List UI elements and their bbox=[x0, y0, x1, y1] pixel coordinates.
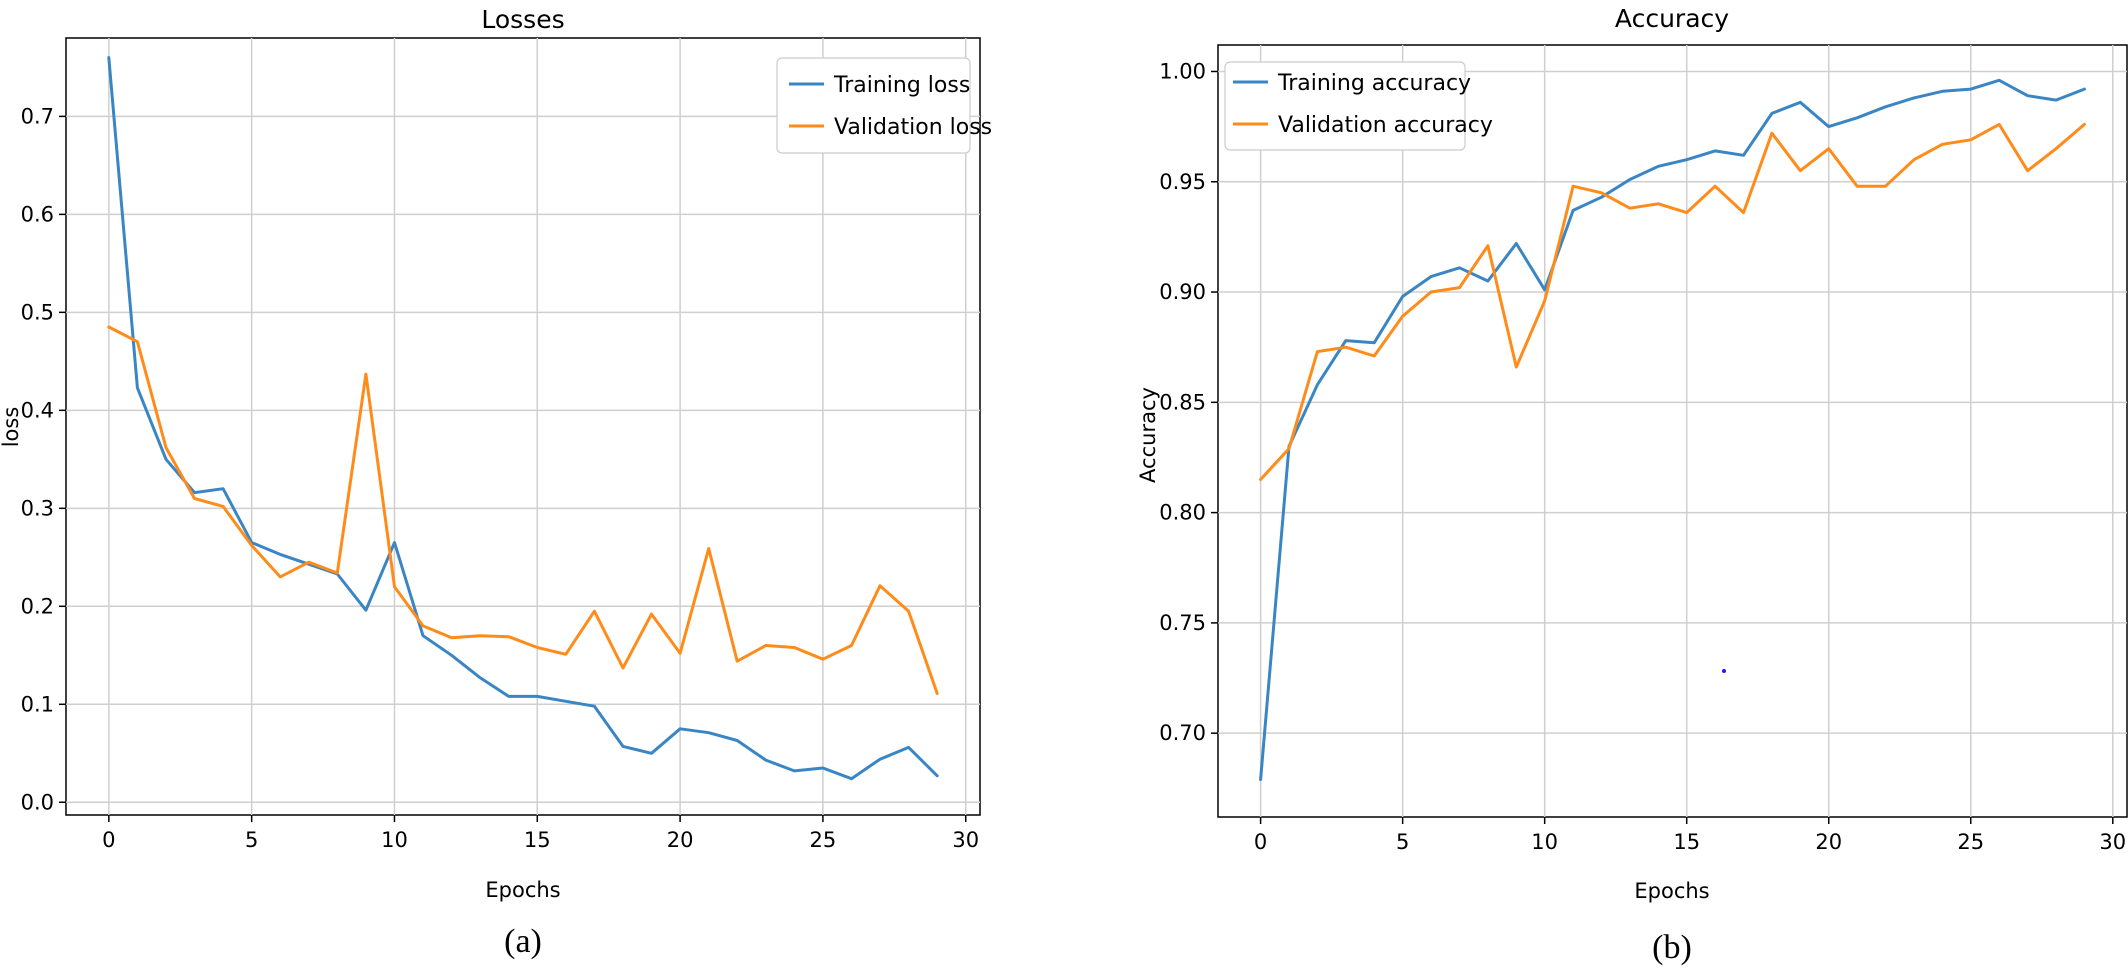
accuracy-x-tick-label: 25 bbox=[1957, 830, 1984, 854]
accuracy-plot-frame bbox=[1217, 44, 2128, 818]
losses-x-tick-label: 5 bbox=[245, 828, 258, 852]
losses-legend-box bbox=[776, 57, 971, 154]
losses-y-tick-label: 0.6 bbox=[21, 202, 54, 226]
losses-y-tick-label: 0.0 bbox=[21, 790, 54, 814]
losses-y-tick-label: 0.7 bbox=[21, 104, 54, 128]
accuracy-x-tick-label: 5 bbox=[1396, 830, 1409, 854]
accuracy-y-tick-label: 0.75 bbox=[1159, 611, 1206, 635]
accuracy-legend-box bbox=[1224, 61, 1466, 151]
legend-label-validation-accuracy: Validation accuracy bbox=[1278, 113, 1493, 138]
series-line-training-accuracy bbox=[1259, 78, 2086, 781]
losses-x-tick-label: 30 bbox=[952, 828, 979, 852]
accuracy-panel: 0 5 10 15 20 25 30 0.70 0.75 0.80 0.85 0.90 0.95 1.00… bbox=[1136, 4, 2128, 966]
accuracy-x-tick-label: 10 bbox=[1531, 830, 1558, 854]
stray-dot bbox=[1722, 669, 1726, 673]
losses-y-tick-label: 0.1 bbox=[21, 692, 54, 716]
losses-y-axis-label: loss bbox=[0, 407, 23, 448]
losses-x-axis-label: Epochs bbox=[485, 878, 560, 902]
losses-title: Losses bbox=[481, 5, 564, 34]
accuracy-title: Accuracy bbox=[1615, 4, 1729, 33]
losses-plot-frame bbox=[65, 37, 981, 816]
accuracy-x-axis-label: Epochs bbox=[1634, 879, 1709, 903]
series-line-training-loss bbox=[107, 56, 939, 781]
legend-label-validation-loss: Validation loss bbox=[834, 115, 992, 140]
losses-x-tick-label: 25 bbox=[810, 828, 837, 852]
losses-y-tick-label: 0.4 bbox=[21, 398, 54, 422]
accuracy-caption: (b) bbox=[1652, 929, 1692, 966]
accuracy-y-tick-label: 0.90 bbox=[1159, 280, 1206, 304]
accuracy-y-tick-label: 0.80 bbox=[1159, 501, 1206, 525]
losses-y-tick-label: 0.5 bbox=[21, 300, 54, 324]
accuracy-legend: Training accuracy Validation accuracy bbox=[1224, 61, 1493, 151]
losses-y-tick-label: 0.3 bbox=[21, 496, 54, 520]
losses-x-tick-label: 15 bbox=[524, 828, 551, 852]
legend-label-training-accuracy: Training accuracy bbox=[1277, 71, 1471, 96]
accuracy-x-tick-label: 0 bbox=[1254, 830, 1267, 854]
series-line-validation-loss bbox=[107, 325, 939, 695]
losses-x-tick-label: 10 bbox=[381, 828, 408, 852]
losses-legend: Training loss Validation loss bbox=[776, 57, 992, 154]
accuracy-x-tick-label: 15 bbox=[1673, 830, 1700, 854]
legend-label-training-loss: Training loss bbox=[833, 73, 970, 98]
losses-panel: 0 5 10 15 20 25 30 0.0 0.1 0.2 0.3 0.4 0.5 0.6 0.7 Los… bbox=[0, 5, 992, 960]
accuracy-plot-area: 0 5 10 15 20 25 30 0.70 0.75 0.80 0.85 0.90 0.95 1.00 bbox=[1159, 45, 2127, 854]
series-line-validation-accuracy bbox=[1259, 122, 2086, 481]
accuracy-y-tick-label: 0.70 bbox=[1159, 721, 1206, 745]
accuracy-y-tick-label: 0.85 bbox=[1159, 390, 1206, 414]
accuracy-y-tick-label: 1.00 bbox=[1159, 59, 1206, 83]
accuracy-x-tick-label: 20 bbox=[1815, 830, 1842, 854]
accuracy-y-axis-label: Accuracy bbox=[1136, 387, 1160, 483]
accuracy-y-tick-label: 0.95 bbox=[1159, 170, 1206, 194]
losses-caption: (a) bbox=[504, 923, 542, 960]
losses-x-tick-label: 20 bbox=[667, 828, 694, 852]
accuracy-x-tick-label: 30 bbox=[2099, 830, 2126, 854]
losses-y-tick-label: 0.2 bbox=[21, 594, 54, 618]
losses-x-tick-label: 0 bbox=[102, 828, 115, 852]
